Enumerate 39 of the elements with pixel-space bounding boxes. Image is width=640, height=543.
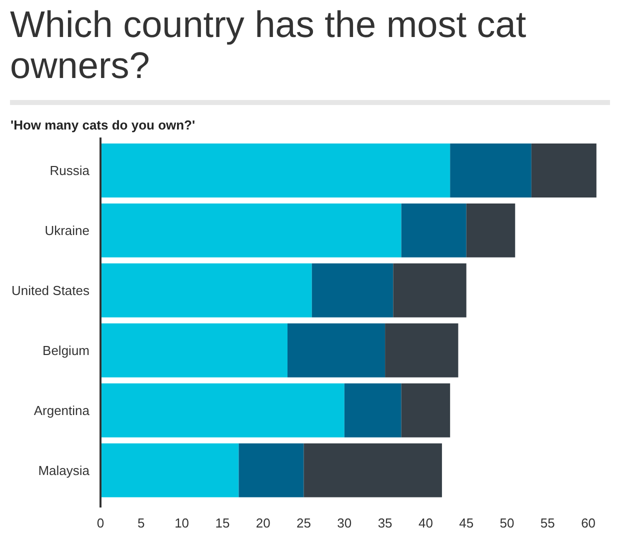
bar — [385, 323, 458, 378]
x-tick-label: 55 — [540, 516, 555, 530]
bar — [100, 263, 312, 318]
x-tick-label: 40 — [418, 516, 433, 530]
bar — [304, 443, 442, 498]
x-tick-label: 45 — [459, 516, 474, 530]
y-tick-label: Ukraine — [44, 222, 90, 238]
x-tick-label: 5 — [138, 516, 145, 530]
chart-title: Which country has the most cat owners? — [10, 4, 528, 86]
x-tick-label: 30 — [337, 516, 352, 530]
bar — [312, 263, 394, 318]
y-tick-label: Belgium — [42, 342, 90, 358]
y-tick-label: Malaysia — [38, 462, 90, 478]
y-tick-label: Russia — [50, 162, 90, 178]
x-tick-label: 35 — [378, 516, 392, 530]
x-tick-label: 10 — [174, 516, 190, 530]
bar — [401, 203, 466, 258]
bar — [100, 443, 239, 498]
bar — [466, 203, 516, 258]
y-tick-label: Argentina — [34, 402, 90, 418]
x-tick-label: 25 — [296, 516, 311, 530]
x-tick-label: 20 — [256, 516, 270, 530]
bar — [287, 323, 386, 378]
x-tick-label: 15 — [215, 516, 230, 530]
bar — [344, 383, 402, 438]
bar — [100, 203, 402, 258]
chart-subtitle: 'How many cats do you own?' — [10, 118, 196, 132]
bar — [100, 383, 344, 438]
bar — [100, 143, 450, 198]
y-tick-label: United States — [11, 282, 90, 298]
bar — [531, 143, 596, 198]
x-tick-label: 50 — [500, 516, 514, 530]
bar — [401, 383, 450, 438]
bar — [238, 443, 304, 498]
bar — [393, 263, 466, 318]
x-tick-label: 0 — [96, 516, 104, 530]
x-tick-label: 60 — [581, 516, 596, 530]
bar — [450, 143, 532, 198]
bar — [100, 323, 288, 378]
